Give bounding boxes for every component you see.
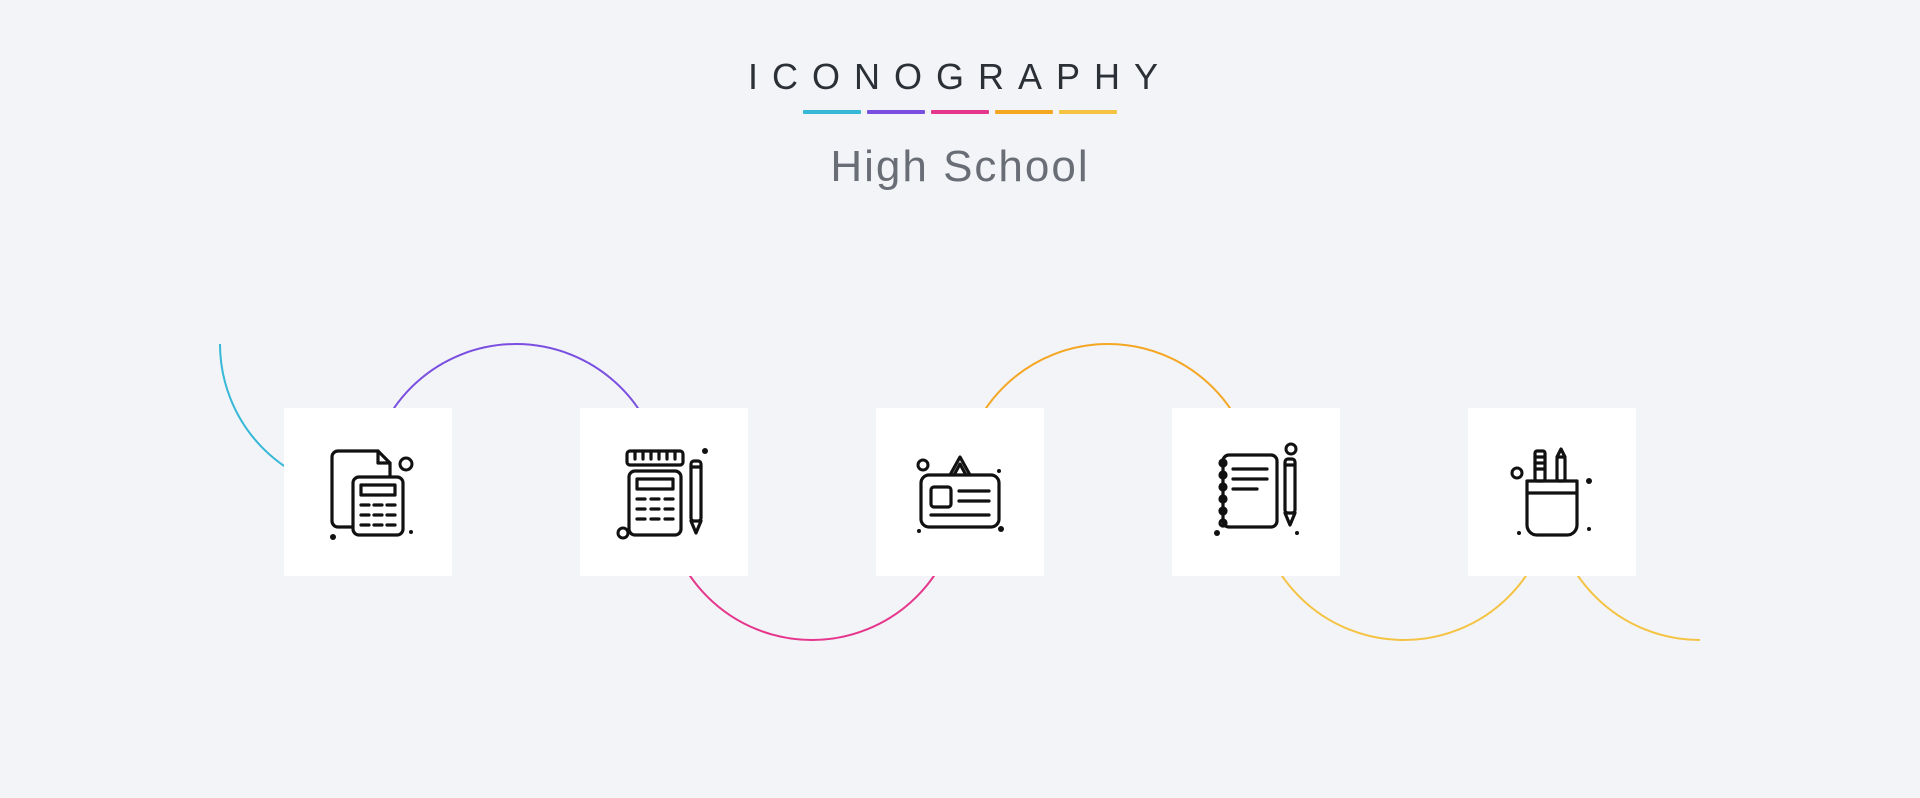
- tile-5: [1468, 408, 1636, 576]
- brand-title: ICONOGRAPHY: [0, 56, 1920, 98]
- pencil-holder-icon: [1497, 437, 1607, 547]
- accent-underline: [0, 110, 1920, 114]
- tile-3: [876, 408, 1044, 576]
- tile-2: [580, 408, 748, 576]
- accent-seg-3: [931, 110, 989, 114]
- icon-row: [0, 408, 1920, 576]
- tile-1: [284, 408, 452, 576]
- accent-seg-4: [995, 110, 1053, 114]
- accent-seg-5: [1059, 110, 1117, 114]
- id-card-icon: [905, 437, 1015, 547]
- tile-4: [1172, 408, 1340, 576]
- subtitle: High School: [0, 142, 1920, 192]
- calculator-ruler-pencil-icon: [609, 437, 719, 547]
- accent-seg-1: [803, 110, 861, 114]
- notebook-pencil-icon: [1201, 437, 1311, 547]
- showcase-stage: [0, 260, 1920, 740]
- document-calculator-icon: [313, 437, 423, 547]
- header: ICONOGRAPHY High School: [0, 0, 1920, 192]
- accent-seg-2: [867, 110, 925, 114]
